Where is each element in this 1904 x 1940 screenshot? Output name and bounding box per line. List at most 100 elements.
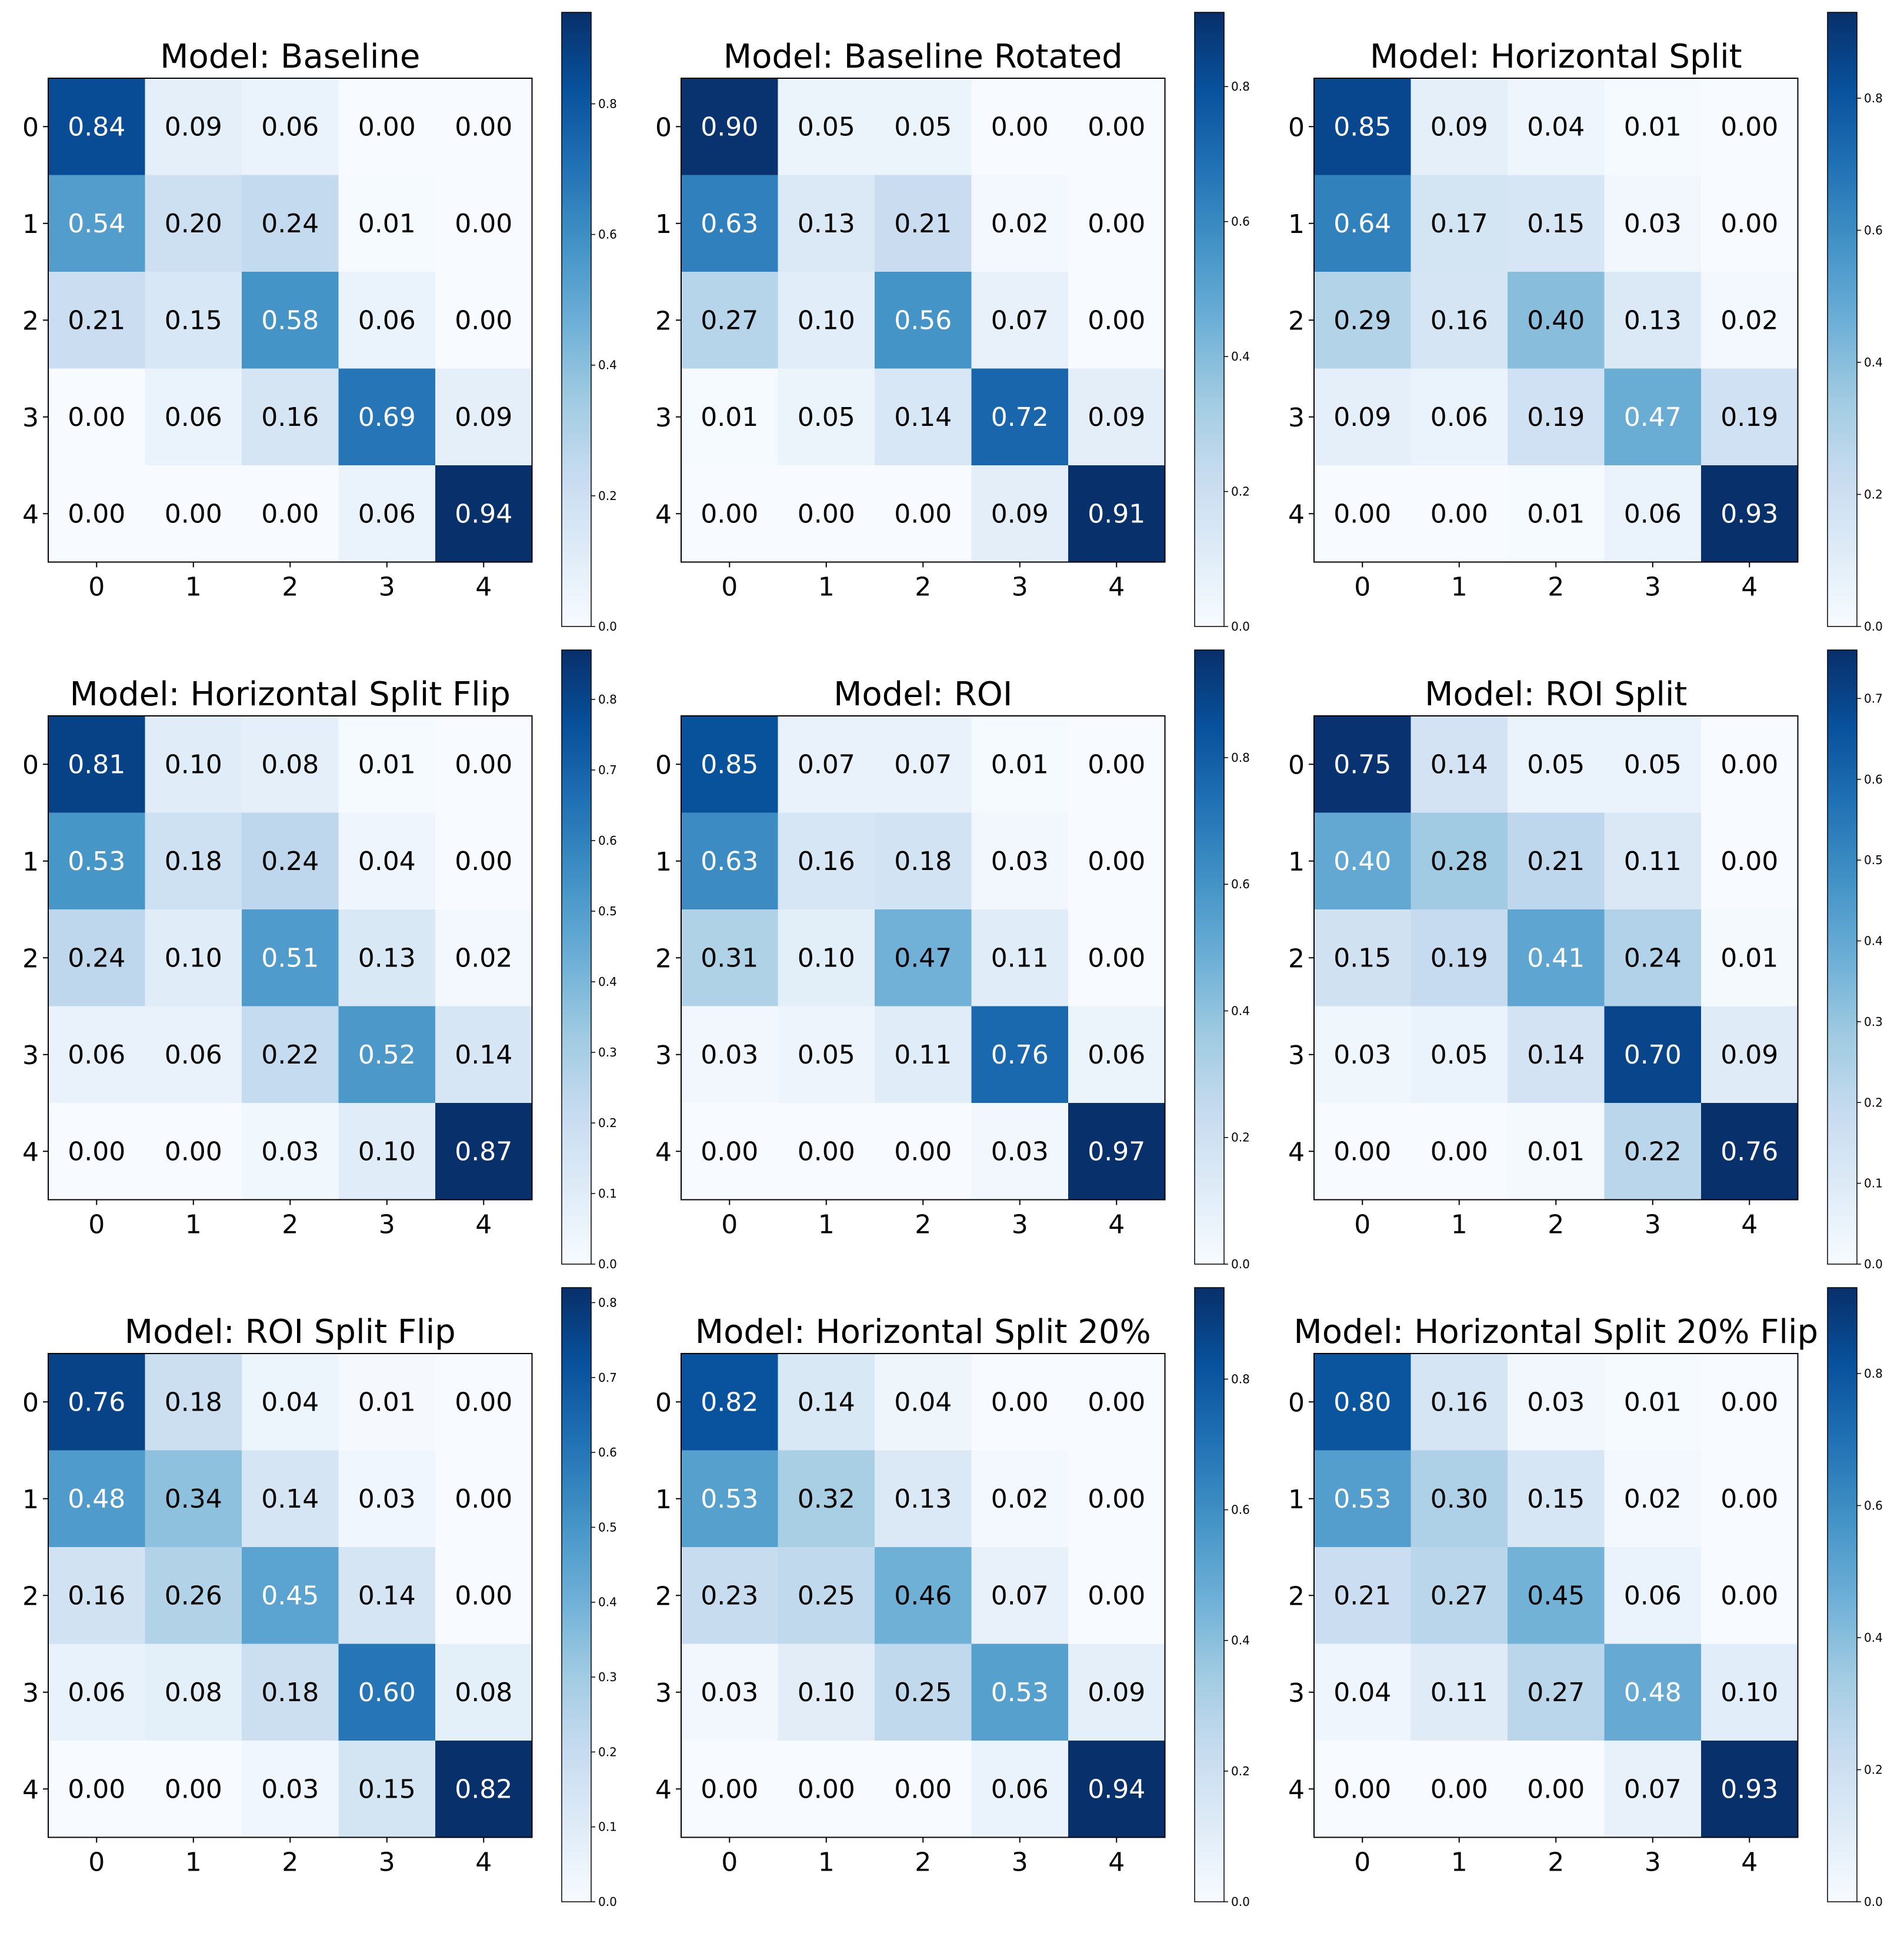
x-tick-label: 2 (915, 572, 931, 602)
colorbar-tick-label: 0.6 (1864, 223, 1883, 237)
cell-value-label: 0.06 (1430, 402, 1488, 432)
cell-value-label: 0.00 (1088, 305, 1145, 335)
heatmap-cell (1068, 272, 1166, 369)
x-tick-label: 2 (1548, 572, 1564, 602)
x-tick-label: 1 (818, 1848, 835, 1878)
cell-value-label: 0.10 (165, 943, 222, 973)
heatmap-cell (778, 909, 875, 1007)
colorbar (561, 1287, 592, 1902)
heatmap-cell (435, 1006, 533, 1104)
cell-value-label: 0.64 (1333, 209, 1391, 239)
cell-value-label: 0.00 (1720, 209, 1778, 239)
heatmap-cell (875, 78, 972, 176)
heatmap-cell (1068, 812, 1166, 910)
colorbar (1194, 649, 1225, 1265)
cell-value-label: 0.15 (1527, 209, 1585, 239)
heatmap-cell (875, 716, 972, 814)
y-tick-label: 4 (655, 1137, 672, 1167)
cell-value-label: 0.16 (261, 402, 319, 432)
cell-value-label: 0.01 (701, 402, 758, 432)
heatmap-cell (1508, 78, 1605, 176)
heatmap-cell (145, 1006, 242, 1104)
colorbar-tick-label: 0.2 (598, 489, 617, 503)
cell-value-label: 0.76 (1720, 1136, 1778, 1166)
colorbar-tick-label: 0.2 (1231, 485, 1250, 499)
cell-value-label: 0.76 (68, 1387, 125, 1417)
cell-value-label: 0.05 (1624, 749, 1682, 779)
heatmap-cell (435, 1741, 533, 1838)
cell-value-label: 0.00 (1430, 499, 1488, 529)
heatmap-cell (971, 368, 1069, 466)
x-tick-label: 1 (185, 1210, 202, 1240)
cell-value-label: 0.72 (991, 402, 1049, 432)
heatmap-cell (1411, 1006, 1508, 1104)
heatmap-cell (971, 1354, 1069, 1451)
cell-value-label: 0.01 (1527, 499, 1585, 529)
heatmap-cell (778, 1354, 875, 1451)
cell-value-label: 0.10 (165, 749, 222, 779)
cell-value-label: 0.09 (165, 112, 222, 142)
heatmap-cell (1604, 1644, 1702, 1741)
heatmap-cell (1508, 1741, 1605, 1838)
heatmap-cell (48, 716, 146, 814)
heatmap-cell (971, 78, 1069, 176)
cell-value-label: 0.00 (798, 1136, 855, 1166)
heatmap-cell (435, 716, 533, 814)
cell-value-label: 0.00 (455, 846, 512, 876)
heatmap-cell (1411, 1450, 1508, 1548)
y-tick-label: 1 (655, 1485, 672, 1515)
y-tick-label: 0 (655, 750, 672, 780)
cell-value-label: 0.05 (798, 112, 855, 142)
heatmap-cell (1604, 1006, 1702, 1104)
colorbar-tick-label: 0.3 (598, 1045, 617, 1059)
cell-value-label: 0.00 (1720, 1484, 1778, 1514)
cell-value-label: 0.09 (1333, 402, 1391, 432)
cell-value-label: 0.10 (1720, 1678, 1778, 1708)
heatmap-cell (778, 368, 875, 466)
cell-value-label: 0.80 (1333, 1387, 1391, 1417)
colorbar (1827, 12, 1858, 627)
cell-value-label: 0.03 (1527, 1387, 1585, 1417)
x-tick-label: 4 (1108, 1210, 1125, 1240)
x-tick-label: 2 (282, 1848, 298, 1878)
cell-value-label: 0.03 (991, 846, 1049, 876)
heatmap-cell (778, 1741, 875, 1838)
heatmap-cell (1701, 465, 1799, 563)
heatmap-cell (875, 1354, 972, 1451)
heatmap-cell (681, 175, 779, 272)
heatmap-cell (681, 1644, 779, 1741)
cell-value-label: 0.00 (455, 209, 512, 239)
heatmap-cell (242, 1450, 339, 1548)
cell-value-label: 0.13 (358, 943, 416, 973)
heatmap-cell (1068, 1547, 1166, 1645)
cell-value-label: 0.52 (358, 1040, 416, 1070)
cell-value-label: 0.40 (1527, 305, 1585, 335)
y-tick-label: 2 (22, 306, 39, 336)
y-tick-label: 2 (655, 944, 672, 974)
cell-value-label: 0.00 (165, 499, 222, 529)
cell-value-label: 0.06 (1624, 1581, 1682, 1611)
heatmap-cell (1411, 368, 1508, 466)
heatmap-cell (338, 812, 436, 910)
colorbar (1194, 1287, 1225, 1902)
heatmap-cell (778, 1644, 875, 1741)
cell-value-label: 0.75 (1333, 749, 1391, 779)
heatmap-cell (1701, 1006, 1799, 1104)
cell-value-label: 0.00 (1088, 943, 1145, 973)
heatmap-cell (875, 812, 972, 910)
cell-value-label: 0.58 (261, 305, 319, 335)
heatmap-cell (971, 1644, 1069, 1741)
cell-value-label: 0.00 (894, 1774, 952, 1804)
heatmap-cell (242, 1644, 339, 1741)
heatmap-cell (778, 78, 875, 176)
cell-value-label: 0.56 (894, 305, 952, 335)
cell-value-label: 0.06 (68, 1678, 125, 1708)
x-tick-label: 0 (1354, 1210, 1371, 1240)
colorbar-tick-label: 0.2 (1864, 1095, 1883, 1109)
cell-value-label: 0.02 (991, 209, 1049, 239)
cell-value-label: 0.00 (165, 1136, 222, 1166)
y-tick-label: 2 (1288, 944, 1305, 974)
heatmap-cell (1068, 1103, 1166, 1201)
heatmap-cell (1604, 1450, 1702, 1548)
